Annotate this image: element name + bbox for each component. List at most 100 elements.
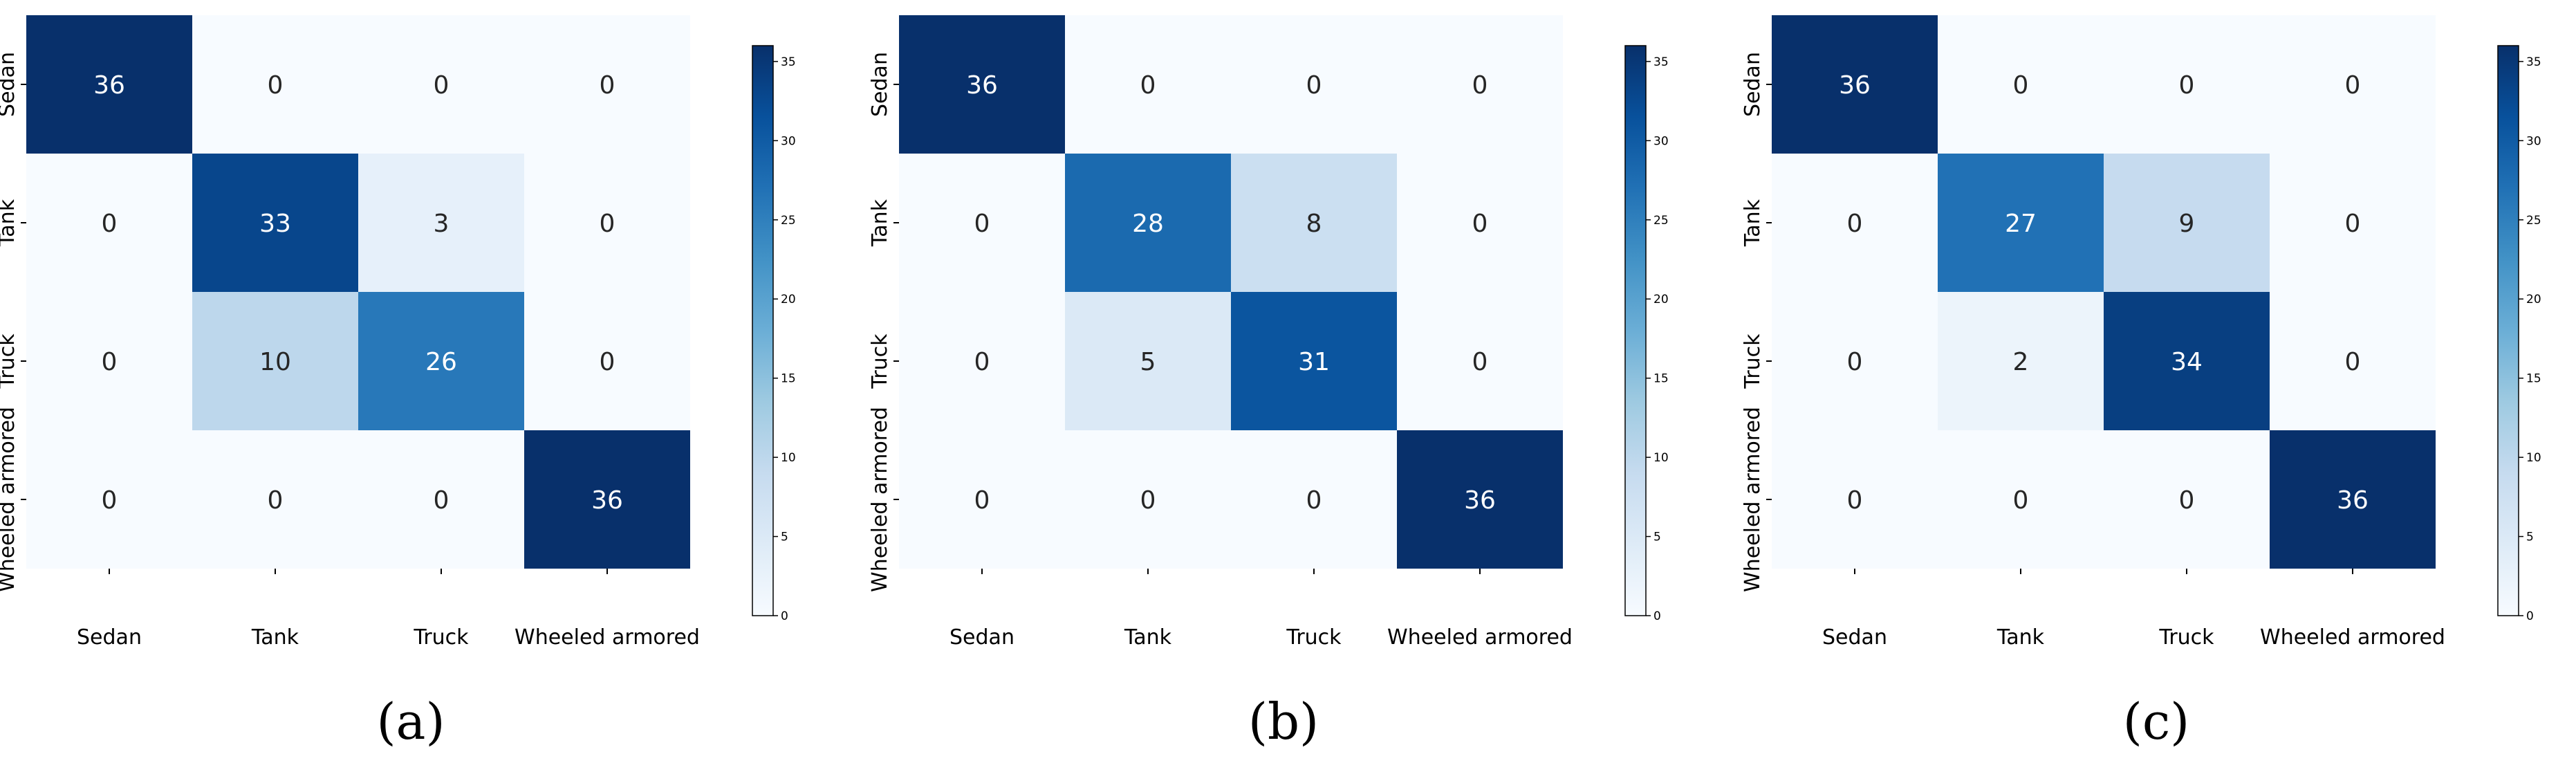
colorbar-tick-label: 5: [781, 531, 788, 544]
y-tick-label: Tank: [868, 199, 892, 247]
heatmap-cell: [192, 430, 358, 569]
cell-value-label: 0: [1306, 486, 1322, 515]
heatmap-cell: [2104, 154, 2270, 292]
colorbar-tick-label: 0: [1653, 609, 1661, 623]
y-tick-label: Wheeled armored: [868, 407, 892, 592]
cell-value-label: 0: [102, 486, 118, 515]
heatmap-cell: [524, 15, 690, 154]
heatmap-cell: [524, 154, 690, 292]
heatmap-cell: [1065, 154, 1231, 292]
colorbar-tick-label: 20: [2526, 293, 2541, 306]
heatmap-cell: [1065, 15, 1231, 154]
cell-value-label: 0: [2013, 486, 2029, 515]
cell-value-label: 0: [1472, 348, 1488, 376]
y-tick-label: Truck: [1741, 333, 1765, 389]
colorbar-tick-label: 5: [2526, 531, 2534, 544]
cell-value-label: 0: [2179, 486, 2195, 515]
y-tick-label: Wheeled armored: [0, 407, 19, 592]
colorbar-tick-label: 25: [1653, 214, 1669, 228]
y-tick-label: Truck: [0, 333, 19, 389]
panel-caption: (b): [1248, 692, 1319, 751]
cell-value-label: 26: [425, 348, 457, 376]
heatmap-cell: [26, 154, 192, 292]
colorbar-tick-label: 35: [2526, 55, 2541, 69]
x-tick-label: Tank: [251, 625, 299, 650]
colorbar-tick-label: 25: [781, 214, 796, 228]
cell-value-label: 0: [974, 348, 990, 376]
heatmap-cell: [1397, 154, 1563, 292]
heatmap-cell: [2270, 430, 2436, 569]
heatmap-cell: [1397, 15, 1563, 154]
x-tick-label: Truck: [413, 625, 469, 650]
heatmap-cell: [899, 154, 1065, 292]
cell-value-label: 0: [974, 210, 990, 238]
heatmap-cell: [899, 15, 1065, 154]
x-tick-label: Truck: [2158, 625, 2214, 650]
x-tick-label: Wheeled armored: [1387, 625, 1573, 650]
heatmap-cell: [1938, 15, 2104, 154]
cell-value-label: 0: [2345, 71, 2361, 100]
cell-value-label: 0: [268, 486, 284, 515]
heatmap-cell: [2270, 292, 2436, 430]
heatmap-cell: [2104, 430, 2270, 569]
heatmap-cell: [2104, 15, 2270, 154]
heatmap-cell: [2104, 292, 2270, 430]
colorbar-tick-label: 10: [781, 451, 796, 465]
cell-value-label: 31: [1298, 348, 1330, 376]
heatmap-cell: [1231, 430, 1397, 569]
colorbar-tick-label: 0: [2526, 609, 2534, 623]
cell-value-label: 9: [2179, 210, 2195, 238]
confusion-matrix-panel-0: SNR=0360000333001026000036SedanTankTruck…: [0, 15, 796, 751]
x-tick-label: Sedan: [77, 625, 142, 650]
colorbar: [2497, 45, 2519, 616]
colorbar-tick-label: 35: [781, 55, 796, 69]
heatmap-cell: [1772, 292, 1938, 430]
y-tick-label: Sedan: [868, 52, 892, 117]
cell-value-label: 33: [259, 210, 291, 238]
cell-value-label: 27: [2005, 210, 2037, 238]
cell-value-label: 36: [1839, 71, 1871, 100]
x-tick-label: Truck: [1286, 625, 1342, 650]
x-tick-label: Tank: [1124, 625, 1172, 650]
cell-value-label: 0: [268, 71, 284, 100]
colorbar-tick-label: 30: [1653, 134, 1669, 148]
heatmap-cell: [1938, 292, 2104, 430]
heatmap-cell: [524, 430, 690, 569]
cell-value-label: 0: [1847, 348, 1863, 376]
cell-value-label: 36: [1464, 486, 1496, 515]
cell-value-label: 0: [1847, 210, 1863, 238]
heatmap-cell: [1938, 154, 2104, 292]
heatmap-cell: [358, 292, 524, 430]
x-tick-label: Wheeled armored: [515, 625, 700, 650]
cell-value-label: 5: [1140, 348, 1156, 376]
y-tick-label: Truck: [868, 333, 892, 389]
x-tick-label: Sedan: [1822, 625, 1887, 650]
confusion-matrix-panel-1: SNR=536000028800531000036SedanTankTruckW…: [868, 15, 1669, 751]
cell-value-label: 0: [2345, 348, 2361, 376]
y-tick-label: Tank: [0, 199, 19, 247]
y-tick-label: Sedan: [1741, 52, 1765, 117]
panel-caption: (a): [376, 692, 445, 751]
heatmap-cell: [899, 430, 1065, 569]
cell-value-label: 36: [93, 71, 125, 100]
colorbar: [752, 45, 774, 616]
colorbar-tick-label: 30: [781, 134, 796, 148]
heatmap-cell: [2270, 15, 2436, 154]
cell-value-label: 0: [102, 348, 118, 376]
heatmap-cell: [192, 15, 358, 154]
colorbar-tick-label: 10: [1653, 451, 1669, 465]
heatmap-cell: [26, 292, 192, 430]
cell-value-label: 36: [591, 486, 623, 515]
colorbar-tick-label: 5: [1653, 531, 1661, 544]
heatmap-cell: [1772, 154, 1938, 292]
cell-value-label: 0: [2179, 71, 2195, 100]
cell-value-label: 3: [434, 210, 450, 238]
heatmap-cell: [899, 292, 1065, 430]
cell-value-label: 0: [1140, 486, 1156, 515]
cell-value-label: 0: [1847, 486, 1863, 515]
colorbar-tick-label: 20: [1653, 293, 1669, 306]
cell-value-label: 0: [1472, 71, 1488, 100]
cell-value-label: 0: [2345, 210, 2361, 238]
heatmap-cell: [1772, 430, 1938, 569]
